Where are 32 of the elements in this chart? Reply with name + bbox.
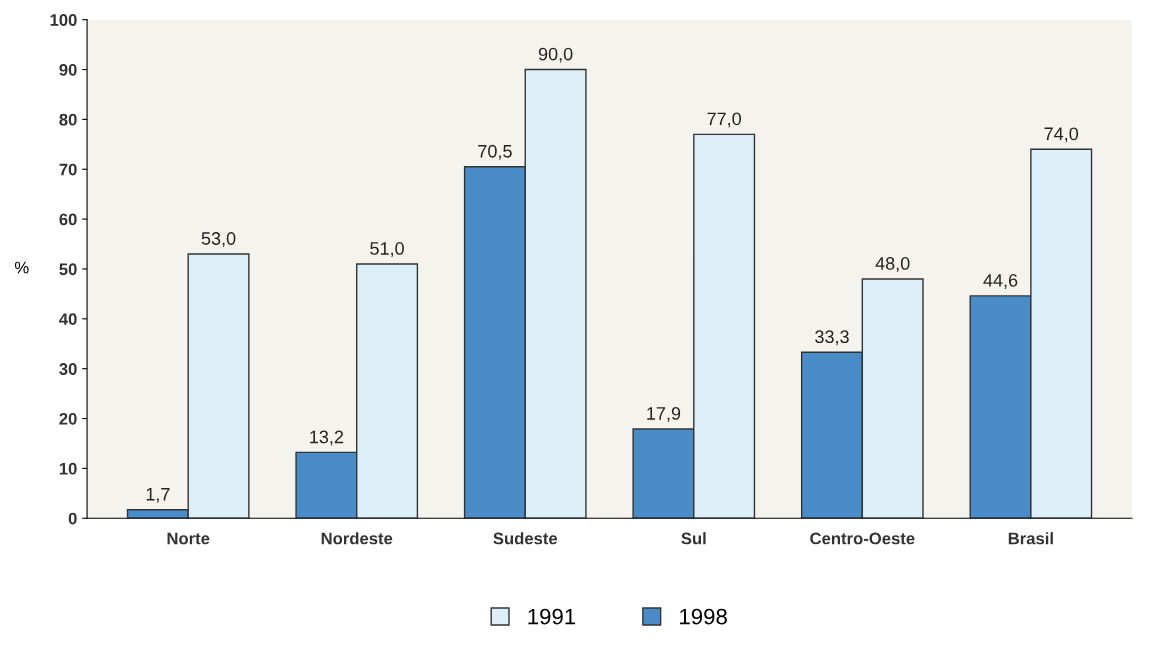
data-label: 17,9: [647, 407, 681, 423]
data-label: 77,0: [707, 112, 741, 128]
y-tick-label: 90: [59, 63, 77, 76]
y-tick-label: 60: [59, 213, 77, 226]
data-label: 53,0: [201, 232, 236, 248]
y-tick-label: 80: [59, 113, 77, 126]
y-tick-label: 30: [59, 363, 77, 375]
y-tick-label: 100: [50, 14, 77, 26]
data-label: 33,3: [815, 330, 849, 346]
x-tick-label: Brasil: [1008, 532, 1053, 545]
y-tick-label: 10: [59, 462, 77, 475]
data-label: 51,0: [370, 242, 404, 257]
legend-label: 1991: [528, 608, 576, 625]
y-tick-label: 70: [59, 163, 77, 176]
x-tick-label: Norte: [167, 532, 210, 545]
data-label: 44,6: [983, 273, 1018, 289]
y-axis-title: %: [14, 261, 29, 274]
data-label: 90,0: [538, 47, 573, 63]
data-label: 13,2: [310, 430, 344, 446]
x-tick-label: Sudeste: [493, 532, 558, 545]
legend-label: 1998: [680, 608, 727, 625]
y-tick-label: 20: [59, 412, 77, 425]
y-tick-label: 50: [59, 263, 77, 276]
data-label: 48,0: [875, 257, 910, 272]
data-label: 70,5: [478, 144, 512, 160]
y-tick-label: 0: [68, 512, 77, 525]
data-label: 74,0: [1044, 127, 1079, 143]
y-tick-label: 40: [59, 313, 77, 326]
data-label: 1,7: [146, 488, 170, 503]
x-tick-label: Sul: [681, 532, 706, 545]
x-tick-label: Centro-Oeste: [810, 532, 915, 545]
x-tick-label: Nordeste: [321, 532, 393, 545]
